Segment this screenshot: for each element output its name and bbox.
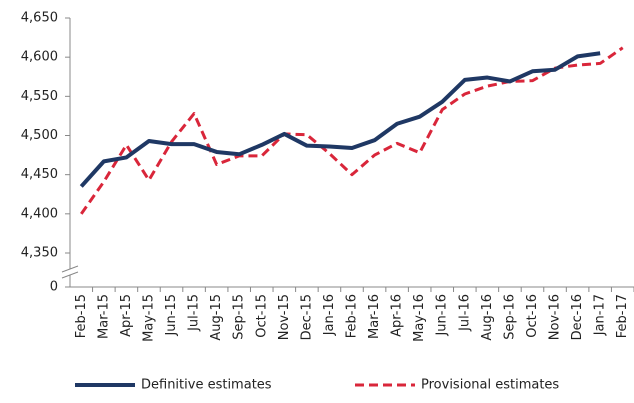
x-tick-label: Dec-16	[570, 294, 585, 340]
x-tick-label: Sep-16	[502, 294, 517, 340]
x-tick-label: Dec-15	[299, 294, 314, 340]
y-tick-label: 0	[50, 280, 58, 295]
x-tick-label: May-15	[141, 294, 156, 342]
x-tick-label: Aug-16	[480, 294, 495, 341]
x-tick-label: Mar-15	[96, 294, 111, 339]
legend-label: Definitive estimates	[141, 378, 272, 393]
x-tick-label: Jul-16	[457, 294, 472, 332]
x-tick-label: Oct-15	[254, 294, 269, 338]
x-tick-label: Nov-16	[548, 294, 563, 340]
x-tick-label: Jun-16	[435, 294, 450, 337]
y-tick-label: 4,450	[21, 167, 58, 182]
x-tick-label: May-16	[412, 294, 427, 342]
legend-label: Provisional estimates	[421, 378, 559, 393]
y-tick-label: 4,500	[21, 128, 58, 143]
series-line	[79, 51, 601, 188]
y-tick-label: 4,400	[21, 206, 58, 221]
x-tick-label: Feb-15	[74, 294, 89, 338]
x-tick-label: Feb-17	[615, 294, 630, 338]
x-tick-label: Mar-16	[367, 294, 382, 339]
x-tick-label: Jan-17	[593, 294, 608, 336]
axis-break-gap	[62, 269, 78, 275]
axis-break	[61, 265, 79, 273]
x-tick-label: Apr-16	[390, 294, 405, 337]
x-tick-label: Oct-16	[525, 294, 540, 338]
x-tick-label: Aug-15	[209, 294, 224, 341]
x-tick-label: Jan-16	[322, 294, 337, 336]
y-tick-label: 4,350	[21, 246, 58, 261]
y-tick-label: 4,600	[21, 50, 58, 65]
x-tick-label: Feb-16	[345, 294, 360, 338]
axis-break	[61, 271, 79, 279]
x-tick-label: Jun-15	[164, 294, 179, 337]
x-tick-label: Jul-15	[187, 294, 202, 332]
x-tick-label: Apr-15	[119, 294, 134, 337]
y-tick-label: 4,650	[21, 11, 58, 26]
y-tick-label: 4,550	[21, 89, 58, 104]
series-line	[80, 46, 624, 215]
x-tick-label: Nov-15	[277, 294, 292, 340]
x-tick-label: Sep-15	[232, 294, 247, 340]
